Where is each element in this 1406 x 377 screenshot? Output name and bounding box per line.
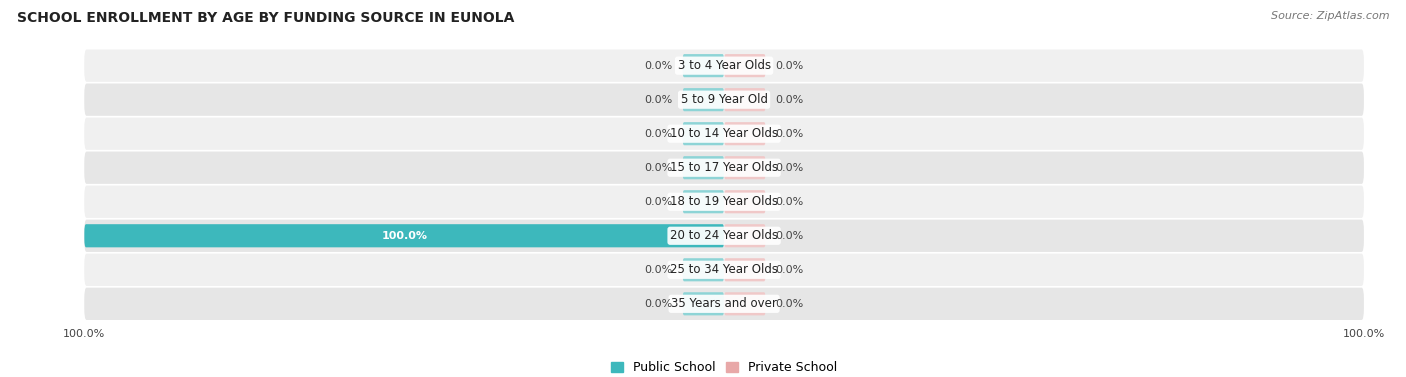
- FancyBboxPatch shape: [724, 292, 766, 316]
- FancyBboxPatch shape: [682, 292, 724, 316]
- FancyBboxPatch shape: [84, 49, 1364, 82]
- Text: 0.0%: 0.0%: [645, 61, 673, 70]
- FancyBboxPatch shape: [724, 88, 766, 111]
- FancyBboxPatch shape: [84, 219, 1364, 252]
- Text: 0.0%: 0.0%: [645, 197, 673, 207]
- FancyBboxPatch shape: [724, 224, 766, 247]
- FancyBboxPatch shape: [84, 84, 1364, 116]
- Text: Source: ZipAtlas.com: Source: ZipAtlas.com: [1271, 11, 1389, 21]
- Text: 0.0%: 0.0%: [775, 61, 803, 70]
- Legend: Public School, Private School: Public School, Private School: [606, 356, 842, 377]
- Text: SCHOOL ENROLLMENT BY AGE BY FUNDING SOURCE IN EUNOLA: SCHOOL ENROLLMENT BY AGE BY FUNDING SOUR…: [17, 11, 515, 25]
- Text: 0.0%: 0.0%: [645, 95, 673, 105]
- FancyBboxPatch shape: [682, 54, 724, 77]
- FancyBboxPatch shape: [724, 258, 766, 281]
- FancyBboxPatch shape: [682, 156, 724, 179]
- FancyBboxPatch shape: [84, 118, 1364, 150]
- Text: 18 to 19 Year Olds: 18 to 19 Year Olds: [671, 195, 778, 208]
- FancyBboxPatch shape: [724, 190, 766, 213]
- Text: 0.0%: 0.0%: [775, 95, 803, 105]
- Text: 0.0%: 0.0%: [775, 163, 803, 173]
- Text: 0.0%: 0.0%: [775, 231, 803, 241]
- Text: 5 to 9 Year Old: 5 to 9 Year Old: [681, 93, 768, 106]
- Text: 100.0%: 100.0%: [381, 231, 427, 241]
- Text: 25 to 34 Year Olds: 25 to 34 Year Olds: [671, 263, 778, 276]
- Text: 0.0%: 0.0%: [775, 197, 803, 207]
- FancyBboxPatch shape: [682, 122, 724, 145]
- Text: 10 to 14 Year Olds: 10 to 14 Year Olds: [671, 127, 778, 140]
- Text: 0.0%: 0.0%: [645, 265, 673, 275]
- Text: 3 to 4 Year Olds: 3 to 4 Year Olds: [678, 59, 770, 72]
- FancyBboxPatch shape: [682, 88, 724, 111]
- FancyBboxPatch shape: [682, 258, 724, 281]
- FancyBboxPatch shape: [84, 224, 724, 247]
- FancyBboxPatch shape: [682, 190, 724, 213]
- FancyBboxPatch shape: [724, 122, 766, 145]
- FancyBboxPatch shape: [724, 54, 766, 77]
- Text: 0.0%: 0.0%: [775, 265, 803, 275]
- FancyBboxPatch shape: [84, 152, 1364, 184]
- FancyBboxPatch shape: [84, 254, 1364, 286]
- FancyBboxPatch shape: [84, 288, 1364, 320]
- FancyBboxPatch shape: [84, 185, 1364, 218]
- Text: 0.0%: 0.0%: [645, 129, 673, 139]
- FancyBboxPatch shape: [724, 156, 766, 179]
- Text: 35 Years and over: 35 Years and over: [671, 297, 778, 310]
- Text: 15 to 17 Year Olds: 15 to 17 Year Olds: [671, 161, 778, 174]
- Text: 0.0%: 0.0%: [775, 299, 803, 309]
- Text: 0.0%: 0.0%: [645, 299, 673, 309]
- Text: 0.0%: 0.0%: [645, 163, 673, 173]
- Text: 20 to 24 Year Olds: 20 to 24 Year Olds: [671, 229, 778, 242]
- Text: 0.0%: 0.0%: [775, 129, 803, 139]
